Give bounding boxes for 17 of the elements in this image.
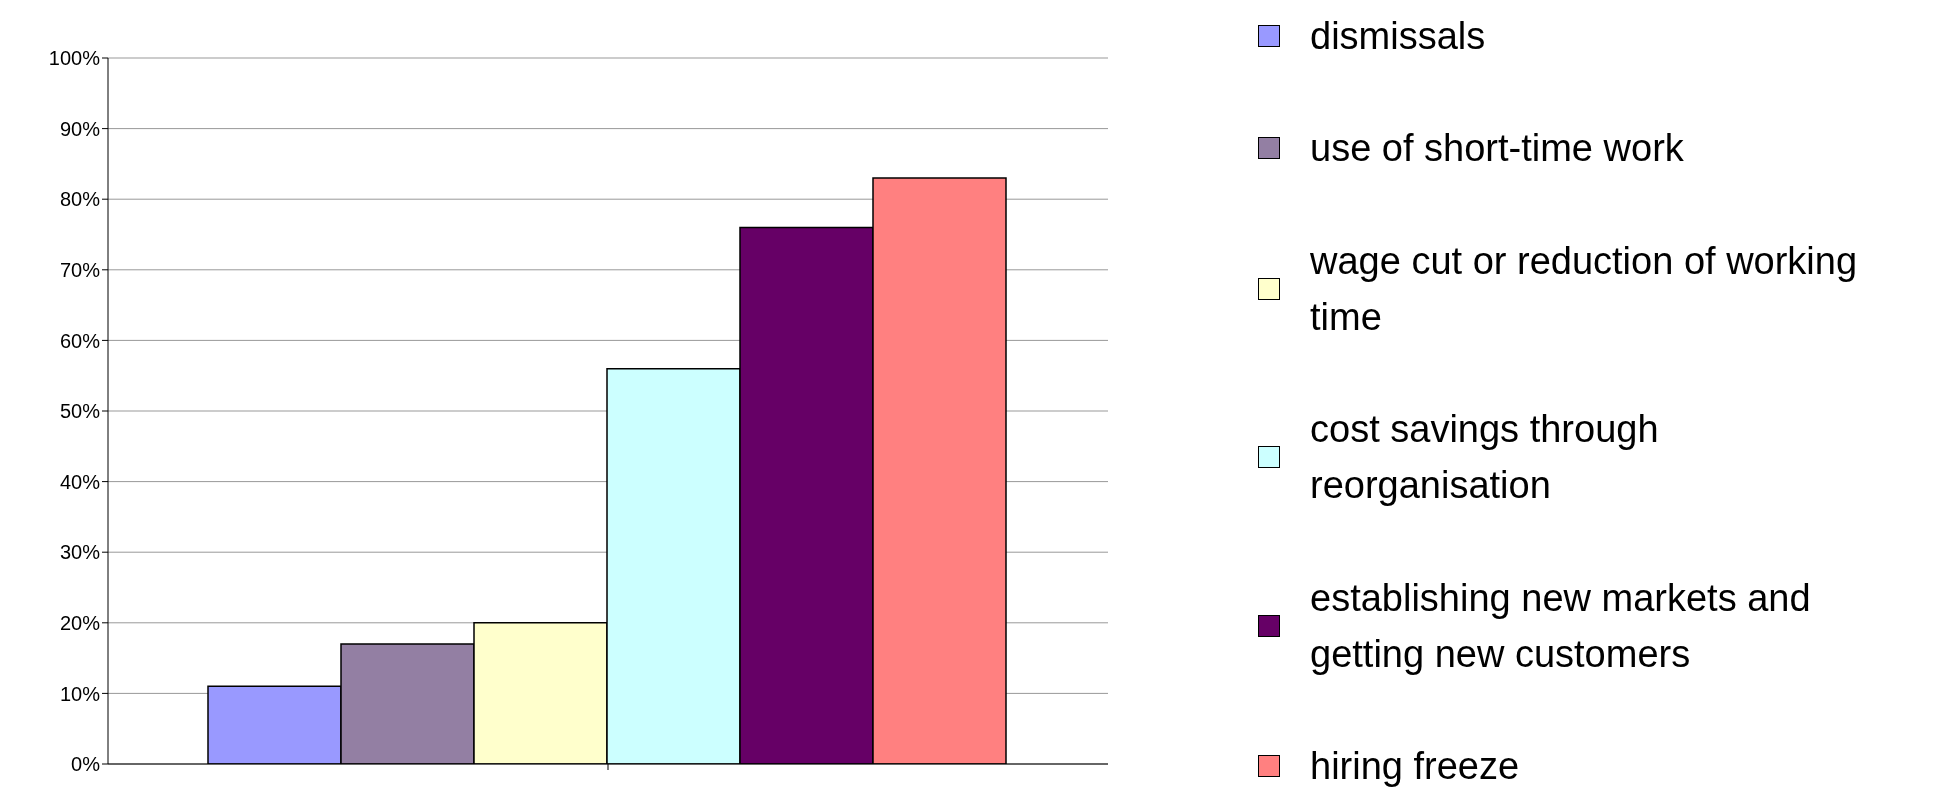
y-tick-label: 10%: [59, 682, 101, 705]
legend-label: wage cut or reduction of working time: [1310, 238, 1859, 340]
y-tick-label: 30%: [59, 541, 101, 564]
y-tick-label: 90%: [59, 117, 101, 140]
y-tick-label: 60%: [59, 329, 101, 352]
y-tick-label: 80%: [59, 188, 101, 211]
legend-label: establishing new markets and getting new customers: [1310, 575, 1812, 677]
y-tick-label: 40%: [59, 470, 101, 493]
legend-label: hiring freeze: [1310, 743, 1521, 789]
legend-label: dismissals: [1310, 14, 1487, 59]
y-tick-label: 50%: [59, 400, 101, 423]
legend-label: use of short-time work: [1310, 126, 1685, 172]
legend-label: cost savings through reorganisation: [1310, 407, 1660, 509]
y-tick-label: 20%: [59, 611, 101, 634]
y-tick-label: 0%: [71, 753, 101, 776]
y-tick-label: 100%: [48, 47, 101, 70]
y-tick-label: 70%: [59, 258, 101, 281]
